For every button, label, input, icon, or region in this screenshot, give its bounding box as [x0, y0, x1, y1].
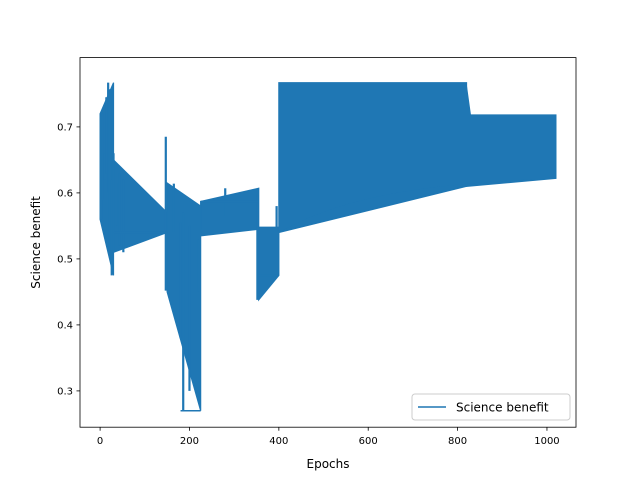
x-tick-label: 800	[448, 436, 467, 447]
y-tick-label: 0.6	[57, 188, 73, 199]
legend-entry-science-benefit: Science benefit	[456, 401, 549, 415]
series-line-science-benefit	[99, 82, 557, 412]
y-axis-label: Science benefit	[29, 196, 43, 289]
x-tick-label: 0	[97, 436, 103, 447]
x-tick-label: 200	[180, 436, 199, 447]
y-tick-label: 0.5	[57, 254, 73, 265]
plot-area	[79, 57, 577, 428]
y-axis-ticks: 0.3 0.4 0.5 0.6 0.7	[57, 122, 80, 397]
legend-box	[411, 393, 571, 421]
x-tick-label: 1000	[534, 436, 559, 447]
y-tick-label: 0.7	[57, 122, 73, 133]
x-tick-label: 400	[269, 436, 288, 447]
x-axis-label: Epochs	[307, 457, 350, 471]
series-main-band	[278, 82, 556, 233]
y-tick-label: 0.4	[57, 320, 73, 331]
legend: Science benefit	[411, 393, 571, 421]
axes-frame	[79, 57, 577, 428]
x-tick-label: 600	[359, 436, 378, 447]
y-tick-label: 0.3	[57, 386, 73, 397]
x-axis-ticks: 0 200 400 600 800 1000	[97, 427, 560, 447]
